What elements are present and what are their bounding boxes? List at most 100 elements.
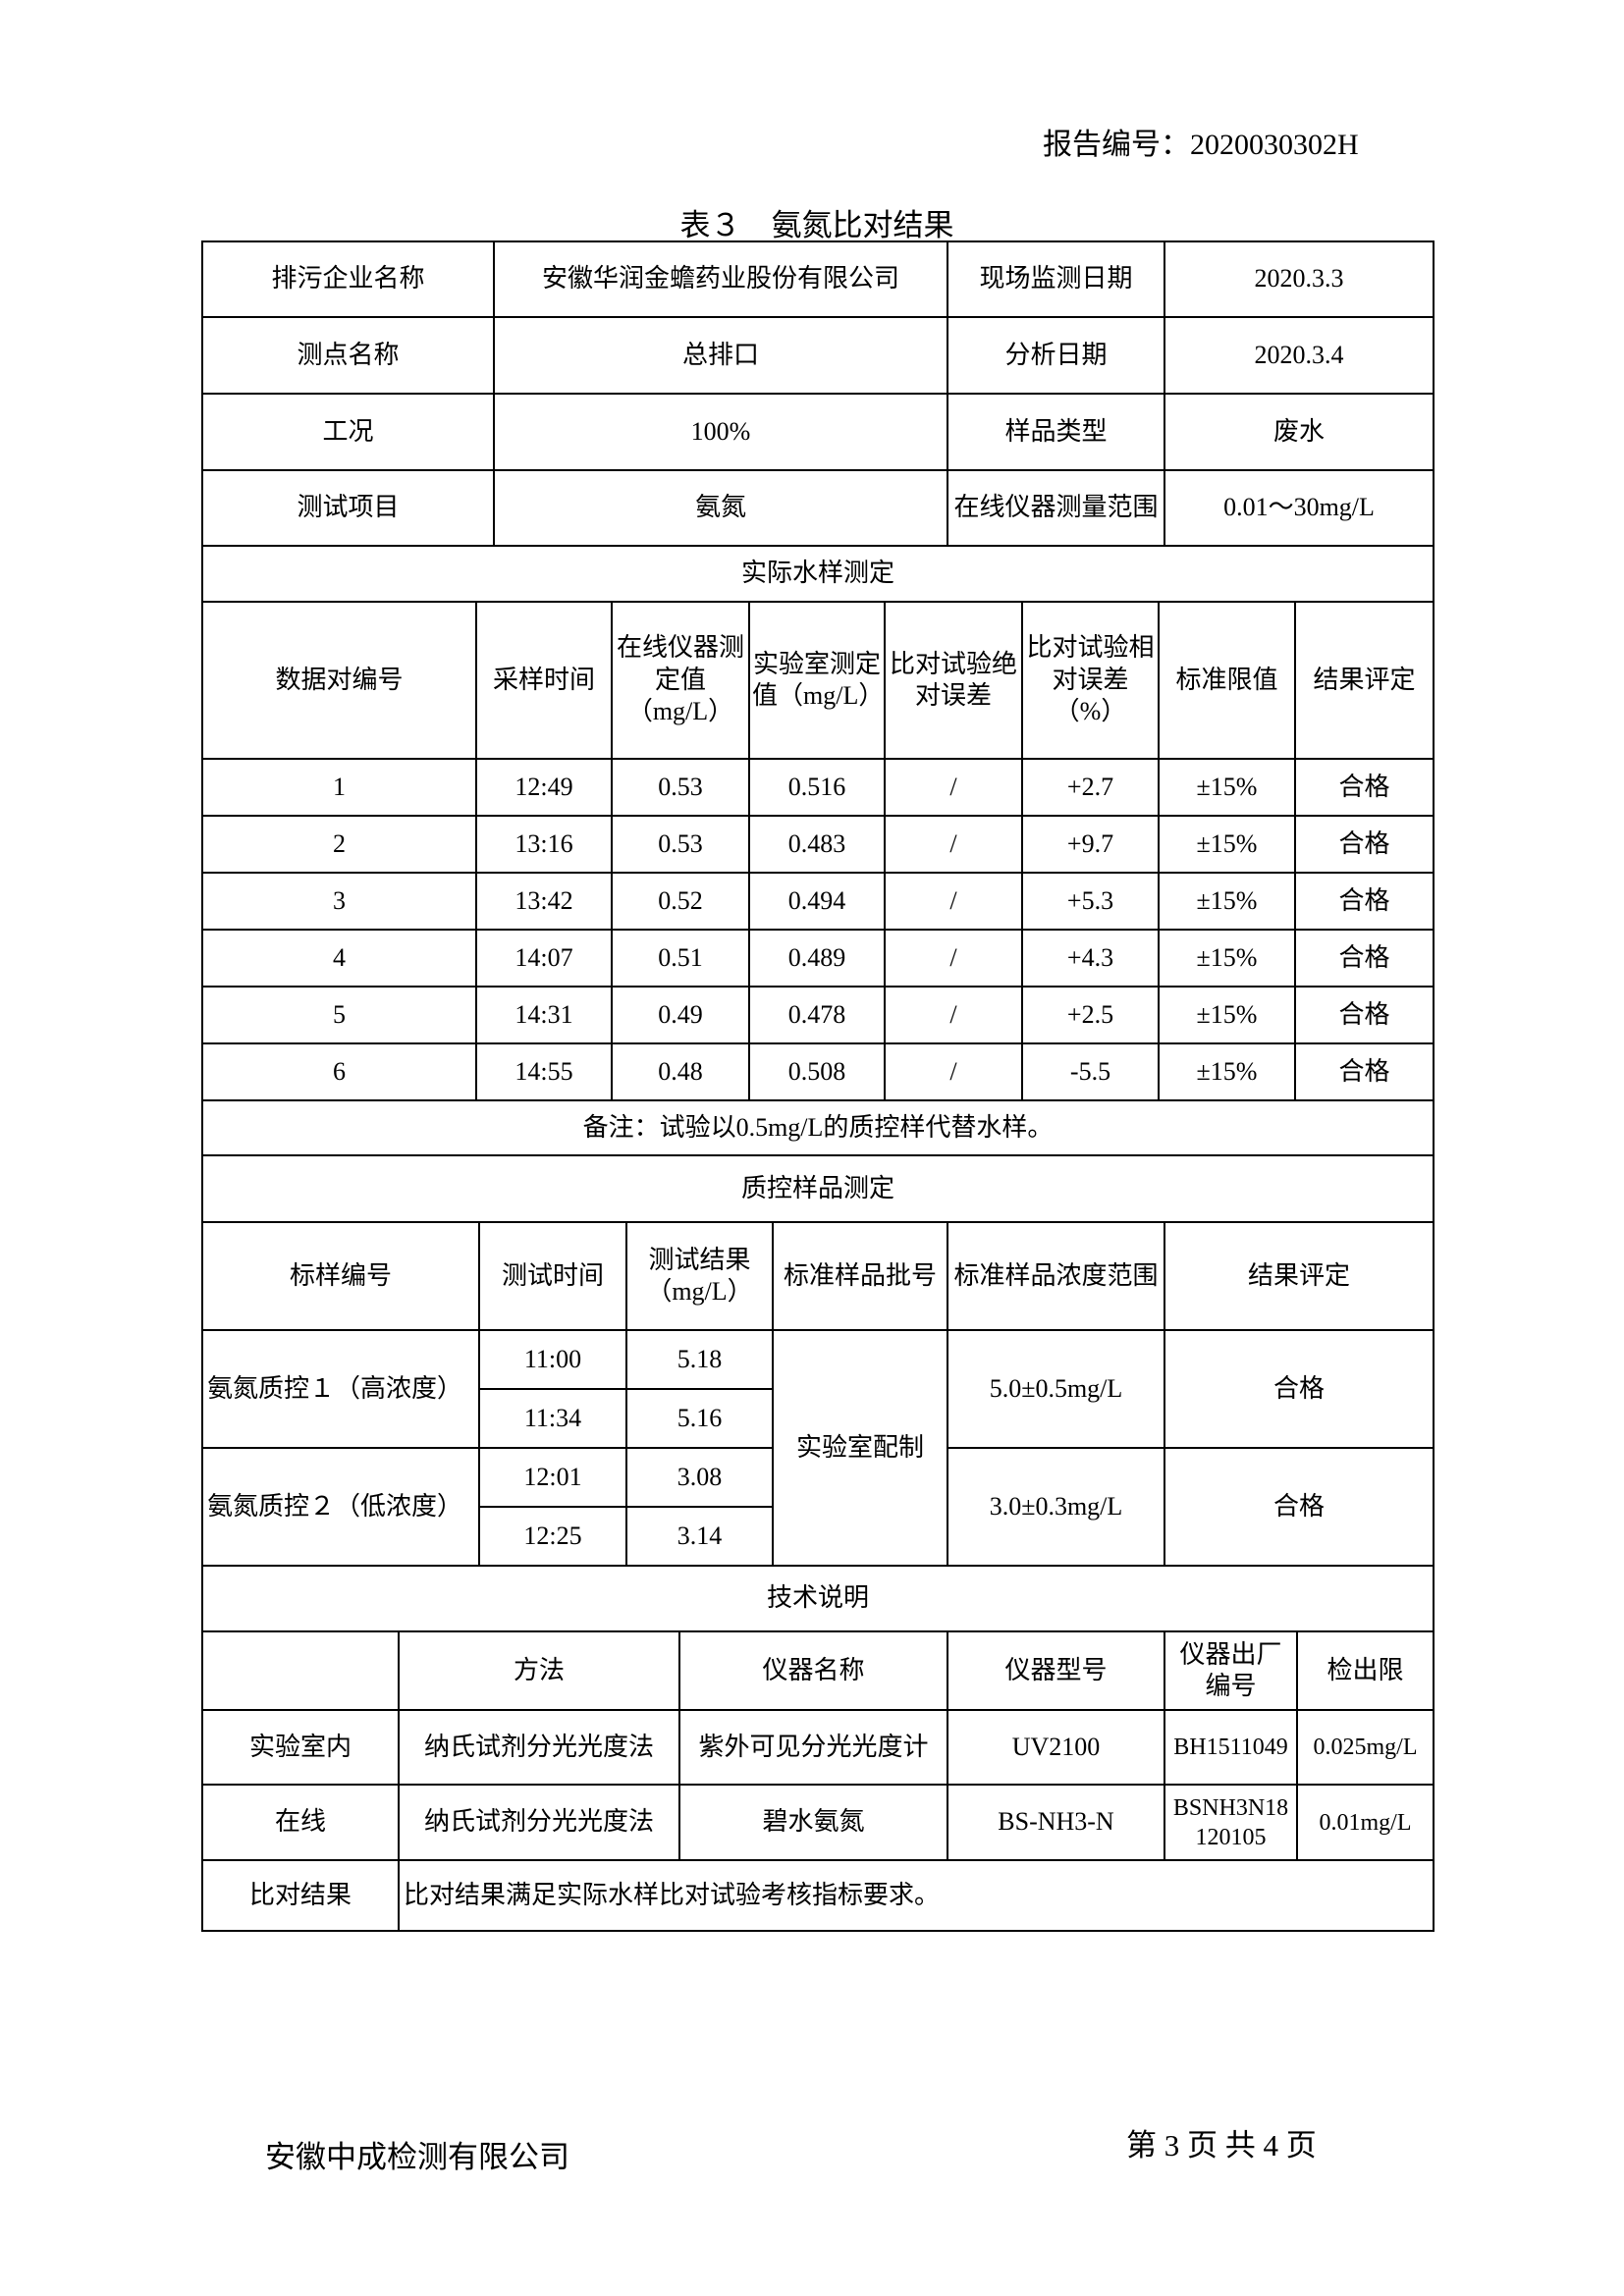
table-cell: 合格 (1294, 1042, 1435, 1101)
table-cell: / (884, 758, 1023, 817)
table-cell: ±15% (1158, 758, 1296, 817)
condition-label: 工况 (201, 393, 495, 471)
table-row: 5 14:31 0.49 0.478/+2.5 ±15% 合格 (201, 986, 1435, 1044)
footer-company: 安徽中成检测有限公司 (265, 2140, 569, 2174)
table-cell: 2 (201, 815, 477, 874)
column-header: 实验室测定值（mg/L） (748, 601, 886, 760)
qc-result: 5.18 (625, 1329, 774, 1390)
table-cell: UV2100 (947, 1709, 1165, 1786)
table-cell: ±15% (1158, 986, 1296, 1044)
result-text: 比对结果满足实际水样比对试验考核指标要求。 (398, 1859, 1435, 1932)
tech-section-title: 技术说明 (201, 1565, 1435, 1632)
table-cell: 实验室内 (201, 1709, 400, 1786)
column-header: 结果评定 (1294, 601, 1435, 760)
qc-header-row: 标样编号 测试时间 测试结果（mg/L） 标准样品批号 标准样品浓度范围 结果评定 (201, 1221, 1435, 1331)
info-row: 工况 100% 样品类型 废水 (201, 393, 1435, 471)
table-cell: 13:42 (475, 872, 613, 931)
table-cell: / (884, 872, 1023, 931)
page-number: 第 3 页 共 4 页 (1126, 2128, 1317, 2163)
column-header: 方法 (398, 1630, 680, 1711)
table-row: 1 12:49 0.53 0.516/+2.7 ±15% 合格 (201, 758, 1435, 817)
table-cell: +4.3 (1021, 929, 1160, 988)
sample-type-value: 废水 (1164, 393, 1435, 471)
table-cell: BH1511049 (1164, 1709, 1298, 1786)
qc-batch: 实验室配制 (772, 1329, 948, 1567)
table-cell: 在线 (201, 1784, 400, 1861)
qc-range: 3.0±0.3mg/L (947, 1447, 1165, 1567)
column-header: 检出限 (1296, 1630, 1435, 1711)
table-cell: 0.516 (748, 758, 886, 817)
range-value: 0.01～30mg/L (1164, 469, 1435, 547)
qc-row: 12:25 3.14 (202, 1506, 1434, 1567)
table-cell: 14:07 (475, 929, 613, 988)
table-cell: 6 (201, 1042, 477, 1101)
table-cell: / (884, 929, 1023, 988)
table-cell: 0.494 (748, 872, 886, 931)
company-value: 安徽华润金蟾药业股份有限公司 (493, 240, 948, 318)
table-cell: 紫外可见分光光度计 (678, 1709, 948, 1786)
range-label: 在线仪器测量范围 (947, 469, 1165, 547)
table-cell: 4 (201, 929, 477, 988)
qc-row: 11:34 5.16 (202, 1388, 1434, 1449)
table-cell: 0.51 (611, 929, 750, 988)
qc-time: 12:01 (478, 1447, 627, 1508)
table-row: 实验室内 纳氏试剂分光光度法 紫外可见分光光度计 UV2100 BH1511049 0.0… (201, 1709, 1435, 1786)
monitor-date-value: 2020.3.3 (1164, 240, 1435, 318)
table-title: 表３ 氨氮比对结果 (679, 208, 954, 242)
table-cell: 0.01mg/L (1296, 1784, 1435, 1861)
table-cell: 纳氏试剂分光光度法 (398, 1709, 680, 1786)
table-cell: 1 (201, 758, 477, 817)
table-row: 4 14:07 0.51 0.489/+4.3 ±15% 合格 (201, 929, 1435, 988)
column-header: 标准限值 (1158, 601, 1296, 760)
column-header: 标准样品浓度范围 (947, 1221, 1165, 1331)
table-cell: 合格 (1294, 929, 1435, 988)
table-row: 6 14:55 0.48 0.508/-5.5 ±15% 合格 (201, 1042, 1435, 1101)
column-header: 标准样品批号 (772, 1221, 948, 1331)
table-cell: / (884, 815, 1023, 874)
table-cell: ±15% (1158, 1042, 1296, 1101)
tech-table: 方法 仪器名称 仪器型号 仪器出厂编号 检出限 实验室内 纳氏试剂分光光度法 紫外可见分光光… (201, 1630, 1435, 1932)
note: 备注：试验以0.5mg/L的质控样代替水样。 (201, 1099, 1435, 1156)
column-header: 数据对编号 (201, 601, 477, 760)
column-header: 比对试验相对误差（%） (1021, 601, 1160, 760)
table-cell: 合格 (1294, 986, 1435, 1044)
info-row: 测点名称 总排口 分析日期 2020.3.4 (201, 316, 1435, 395)
table-cell: 0.48 (611, 1042, 750, 1101)
qc-time: 12:25 (478, 1506, 627, 1567)
table-row: 3 13:42 0.52 0.494/+5.3 ±15% 合格 (201, 872, 1435, 931)
info-table: 排污企业名称 安徽华润金蟾药业股份有限公司 现场监测日期 2020.3.3 测点… (201, 240, 1435, 603)
report-number: 报告编号：2020030302H (1043, 129, 1359, 161)
actual-section-title: 实际水样测定 (201, 545, 1435, 603)
qc-time: 11:34 (478, 1388, 627, 1449)
analysis-date-value: 2020.3.4 (1164, 316, 1435, 395)
table-cell: 14:31 (475, 986, 613, 1044)
table-cell: 0.508 (748, 1042, 886, 1101)
column-header: 仪器型号 (947, 1630, 1165, 1711)
table-cell: 3 (201, 872, 477, 931)
table-cell: / (884, 986, 1023, 1044)
table-cell: 合格 (1294, 815, 1435, 874)
company-label: 排污企业名称 (201, 240, 495, 318)
table-cell: 0.53 (611, 815, 750, 874)
qc-result: 3.08 (625, 1447, 774, 1508)
info-row: 排污企业名称 安徽华润金蟾药业股份有限公司 现场监测日期 2020.3.3 (201, 240, 1435, 318)
condition-value: 100% (493, 393, 948, 471)
table-cell: ±15% (1158, 872, 1296, 931)
point-value: 总排口 (493, 316, 948, 395)
qc-verdict: 合格 (1164, 1447, 1435, 1567)
table-cell: +5.3 (1021, 872, 1160, 931)
qc-result: 5.16 (625, 1388, 774, 1449)
table-row: 2 13:16 0.53 0.483/+9.7 ±15% 合格 (201, 815, 1435, 874)
qc-name: 氨氮质控２（低浓度） (201, 1447, 480, 1567)
item-value: 氨氮 (493, 469, 948, 547)
qc-time: 11:00 (478, 1329, 627, 1390)
table-cell: 0.478 (748, 986, 886, 1044)
column-header (201, 1630, 400, 1711)
column-header: 采样时间 (475, 601, 613, 760)
column-header: 测试时间 (478, 1221, 627, 1331)
table-cell: 12:49 (475, 758, 613, 817)
qc-verdict: 合格 (1164, 1329, 1435, 1449)
qc-table: 标样编号 测试时间 测试结果（mg/L） 标准样品批号 标准样品浓度范围 结果评定 氨氮质… (201, 1221, 1435, 1632)
table-cell: 14:55 (475, 1042, 613, 1101)
comparison-report-table: 排污企业名称 安徽华润金蟾药业股份有限公司 现场监测日期 2020.3.3 测点… (201, 240, 1435, 1932)
